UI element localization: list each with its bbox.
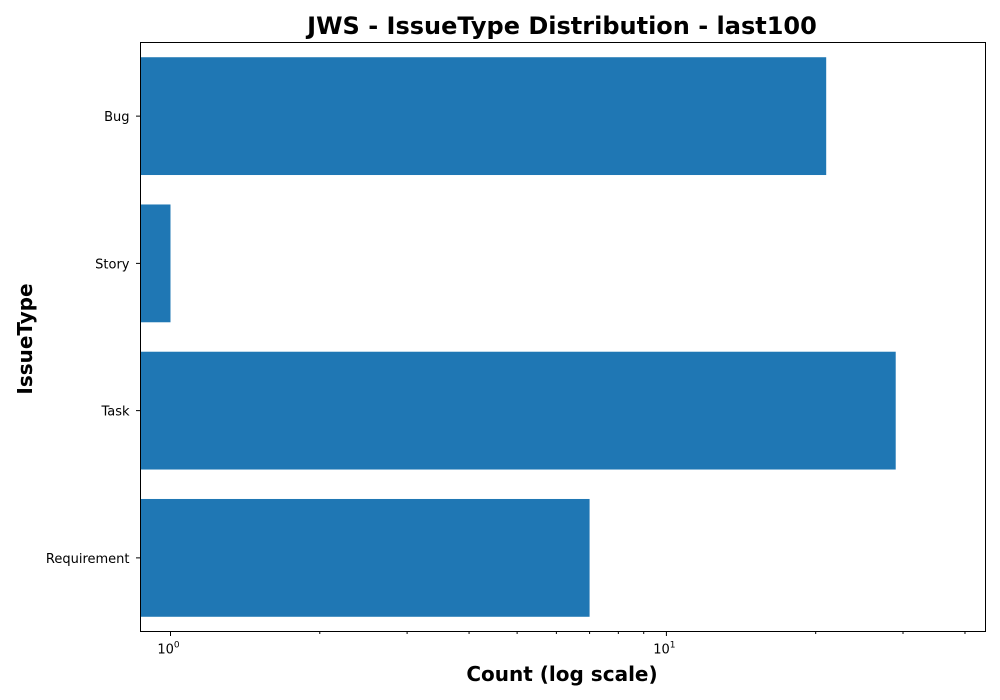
x-axis-label: Count (log scale) xyxy=(466,662,657,686)
x-tick-label-1: 101 xyxy=(653,641,675,658)
y-tick-label-bug: Bug xyxy=(104,110,129,125)
bar-requirement xyxy=(141,499,590,617)
x-tick-exponent: 1 xyxy=(670,641,676,651)
x-tick-base: 10 xyxy=(653,643,670,658)
bar-task xyxy=(141,352,896,470)
x-axis-ticks: 100 101 xyxy=(157,632,965,658)
y-axis-ticks: Bug Story Task Requirement xyxy=(46,110,141,567)
y-tick-label-task: Task xyxy=(100,405,130,420)
chart-title: JWS - IssueType Distribution - last100 xyxy=(305,12,817,40)
x-tick-exponent: 0 xyxy=(174,641,180,651)
x-tick-base: 10 xyxy=(157,643,174,658)
x-tick-label-0: 100 xyxy=(157,641,180,658)
y-tick-label-story: Story xyxy=(95,257,130,272)
y-axis-label: IssueType xyxy=(13,283,37,394)
bar-bug xyxy=(141,57,827,175)
bars-group xyxy=(141,57,896,617)
bar-story xyxy=(141,204,171,322)
y-tick-label-requirement: Requirement xyxy=(46,552,130,567)
